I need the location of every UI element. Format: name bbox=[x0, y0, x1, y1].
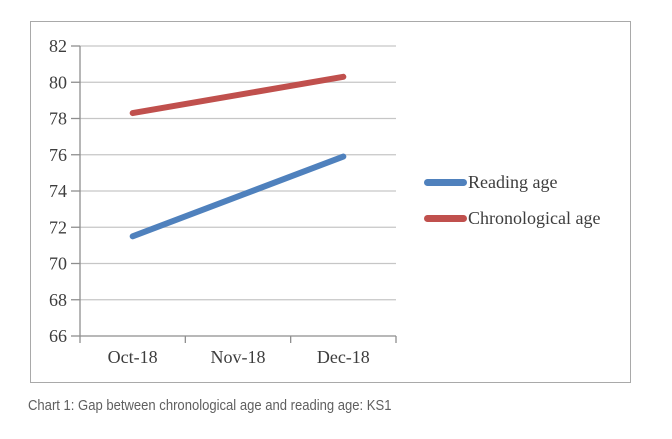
legend-item-reading-age: Reading age bbox=[424, 171, 600, 193]
chronological-age-line bbox=[129, 73, 347, 117]
y-tick-label: 72 bbox=[49, 217, 67, 237]
y-tick-label: 80 bbox=[49, 72, 67, 92]
y-tick-label: 70 bbox=[49, 254, 67, 274]
reading-age-line-swatch bbox=[424, 178, 467, 186]
chart-frame: 66 68 70 72 74 76 78 80 82 Oct-18 Nov-18 Dec-18 Rea… bbox=[30, 21, 631, 383]
y-tick-label: 78 bbox=[49, 109, 67, 129]
legend-label-chronological-age: Chronological age bbox=[468, 207, 601, 228]
x-tick-label: Oct-18 bbox=[108, 347, 158, 367]
legend-item-chronological-age: Chronological age bbox=[424, 207, 600, 229]
y-tick-label: 68 bbox=[49, 290, 67, 310]
chart-legend: Reading age Chronological age bbox=[424, 171, 600, 229]
y-tick-label: 82 bbox=[49, 36, 67, 56]
x-tick-label: Nov-18 bbox=[211, 347, 266, 367]
chart-caption: Chart 1: Gap between chronological age a… bbox=[28, 397, 392, 414]
y-tick-label: 66 bbox=[49, 326, 67, 346]
line-chart: 66 68 70 72 74 76 78 80 82 Oct-18 Nov-18 Dec-18 bbox=[49, 36, 397, 367]
reading-age-line bbox=[129, 153, 347, 240]
y-tick-label: 74 bbox=[49, 181, 67, 201]
legend-label-reading-age: Reading age bbox=[468, 171, 558, 192]
chronological-age-line-swatch bbox=[424, 214, 467, 222]
x-tick-label: Dec-18 bbox=[317, 347, 370, 367]
y-tick-label: 76 bbox=[49, 145, 67, 165]
